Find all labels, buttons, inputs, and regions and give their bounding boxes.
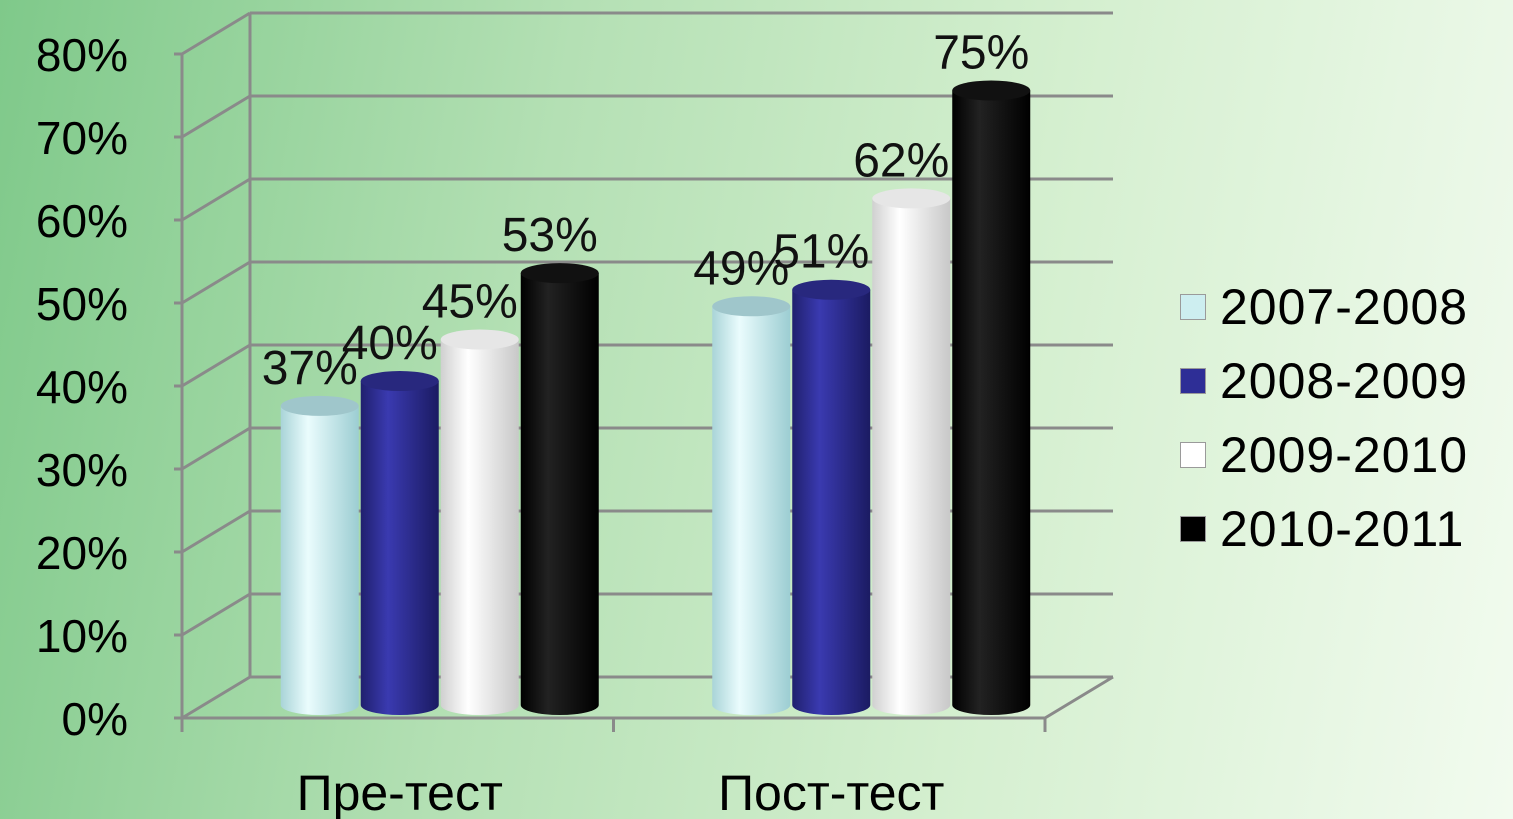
data-label: 53% xyxy=(502,209,598,262)
legend-item: 2009-2010 xyxy=(1180,418,1468,492)
y-tick-label: 0% xyxy=(62,693,128,745)
gridline-depth xyxy=(181,592,251,637)
bar xyxy=(440,329,519,715)
bar-body xyxy=(952,90,1031,715)
floor-edge xyxy=(1044,675,1114,720)
legend-item: 2007-2008 xyxy=(1180,270,1468,344)
bar-body xyxy=(712,306,791,715)
data-label: 49% xyxy=(693,242,789,295)
gridline-depth xyxy=(181,426,251,471)
bar-body xyxy=(280,405,359,715)
bar-cap xyxy=(952,80,1031,101)
gridline-depth xyxy=(181,177,251,222)
legend-item: 2010-2011 xyxy=(1180,492,1468,566)
data-label: 62% xyxy=(853,134,949,187)
y-tick-label: 30% xyxy=(36,444,128,496)
gridline-depth xyxy=(181,509,251,554)
bar-cap xyxy=(360,371,439,391)
bar-cap xyxy=(712,296,791,317)
y-tick-label: 50% xyxy=(36,278,128,330)
legend-label: 2008-2009 xyxy=(1220,353,1469,409)
bar-cap xyxy=(872,188,951,209)
legend-label: 2007-2008 xyxy=(1220,279,1469,335)
data-label: 37% xyxy=(262,342,358,395)
legend-label: 2009-2010 xyxy=(1220,427,1469,483)
x-tick-label: Пре-тест xyxy=(297,765,503,819)
bar-body xyxy=(520,273,599,715)
legend-item: 2008-2009 xyxy=(1180,344,1468,418)
bar xyxy=(952,80,1031,715)
bar xyxy=(792,279,871,715)
x-tick-label: Пост-тест xyxy=(718,765,944,819)
bar xyxy=(520,263,599,715)
y-tick-label: 80% xyxy=(36,29,128,81)
gridline-depth xyxy=(181,675,251,720)
chart-legend: 2007-2008 2008-2009 2009-2010 2010-2011 xyxy=(1180,270,1468,566)
gridline-depth xyxy=(181,94,251,139)
data-label: 40% xyxy=(342,317,438,370)
legend-swatch xyxy=(1180,368,1206,394)
bar-body xyxy=(360,381,439,715)
y-tick-label: 60% xyxy=(36,195,128,247)
data-label: 51% xyxy=(773,226,869,279)
bar-body xyxy=(872,198,951,715)
gridline-depth xyxy=(181,260,251,305)
legend-swatch xyxy=(1180,294,1206,320)
bar xyxy=(360,371,439,715)
bar-cap xyxy=(792,279,871,300)
legend-swatch xyxy=(1180,516,1206,542)
bar-cap xyxy=(280,395,359,416)
gridline-depth xyxy=(181,343,251,388)
bar-cap xyxy=(440,329,519,350)
bar-body xyxy=(792,289,871,715)
bar-cap xyxy=(520,263,599,284)
data-label: 45% xyxy=(422,276,518,329)
legend-swatch xyxy=(1180,442,1206,468)
gridline-depth xyxy=(181,11,251,56)
y-tick-label: 70% xyxy=(36,112,128,164)
bar xyxy=(872,188,951,715)
bar xyxy=(712,296,791,715)
data-label: 75% xyxy=(933,27,1029,80)
bar-body xyxy=(440,339,519,715)
y-tick-label: 40% xyxy=(36,361,128,413)
bar xyxy=(280,395,359,715)
y-tick-label: 20% xyxy=(36,527,128,579)
y-tick-label: 10% xyxy=(36,610,128,662)
legend-label: 2010-2011 xyxy=(1220,501,1465,557)
